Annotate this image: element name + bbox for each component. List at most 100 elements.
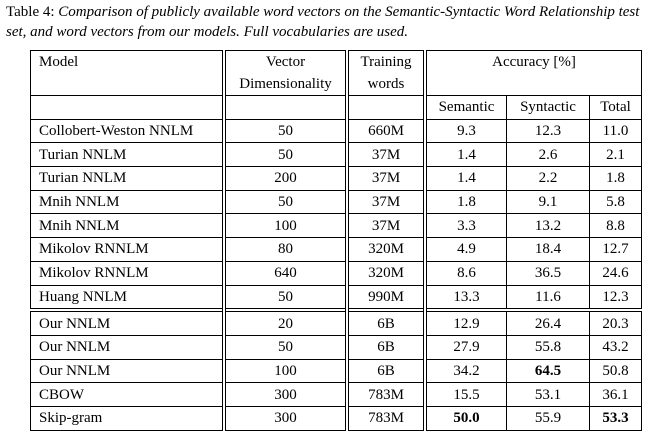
empty-cell [223, 95, 349, 120]
data-row: Mnih NNLM 100 37M 3.3 13.2 8.8 [30, 213, 642, 239]
value-cell: 100 [223, 358, 349, 384]
value-cell: 783M [346, 405, 427, 431]
value-cell: 53.3 [589, 405, 642, 431]
model-cell: Skip-gram [30, 405, 226, 431]
model-cell: Our NNLM [30, 358, 226, 384]
value-cell: 15.5 [424, 382, 507, 407]
data-row: Turian NNLM 200 37M 1.4 2.2 1.8 [30, 166, 642, 191]
model-cell: Our NNLM [30, 308, 226, 336]
value-cell: 8.8 [589, 213, 642, 239]
value-cell: 13.2 [506, 213, 590, 239]
value-cell: 50 [223, 334, 349, 360]
header-line: Dimensionality [239, 76, 332, 92]
value-cell: 9.1 [506, 189, 590, 215]
value-cell: 12.3 [589, 284, 642, 311]
value-cell: 55.9 [506, 405, 590, 431]
value-cell: 11.0 [589, 118, 642, 144]
model-cell: Collobert-Weston NNLM [30, 118, 226, 144]
value-cell: 55.8 [506, 334, 590, 360]
empty-cell [30, 95, 226, 120]
value-cell: 18.4 [506, 237, 590, 262]
model-cell: Turian NNLM [30, 166, 226, 191]
value-cell: 36.5 [506, 260, 590, 286]
value-cell: 50 [223, 142, 349, 168]
value-cell: 80 [223, 237, 349, 262]
value-cell: 2.1 [589, 142, 642, 168]
value-cell: 50 [223, 284, 349, 311]
value-cell: 783M [346, 382, 427, 407]
value-cell: 6B [346, 334, 427, 360]
value-cell: 26.4 [506, 308, 590, 336]
value-cell: 43.2 [589, 334, 642, 360]
value-cell: 24.6 [589, 260, 642, 286]
value-cell: 9.3 [424, 118, 507, 144]
header-line: Training [360, 54, 412, 70]
value-cell: 37M [346, 166, 427, 191]
model-cell: Huang NNLM [30, 284, 226, 311]
model-cell: Mnih NNLM [30, 213, 226, 239]
data-row: Mikolov RNNLM 640 320M 8.6 36.5 24.6 [30, 260, 642, 286]
value-cell: 12.7 [589, 237, 642, 262]
model-cell: Mnih NNLM [30, 189, 226, 215]
value-cell: 3.3 [424, 213, 507, 239]
header-cell: Vector Dimensionality [223, 50, 349, 96]
value-cell: 34.2 [424, 358, 507, 384]
value-cell: 4.9 [424, 237, 507, 262]
model-cell: Mikolov RNNLM [30, 237, 226, 262]
value-cell: 8.6 [424, 260, 507, 286]
value-cell: 13.3 [424, 284, 507, 311]
header-cell: Training words [346, 50, 427, 96]
value-cell: 1.4 [424, 142, 507, 168]
value-cell: 12.3 [506, 118, 590, 144]
value-cell: 27.9 [424, 334, 507, 360]
data-row: Our NNLM 20 6B 12.9 26.4 20.3 [30, 308, 642, 336]
subheader-cell: Syntactic [506, 95, 590, 120]
header-cell: Model [30, 50, 226, 96]
subheader-row: Semantic Syntactic Total [30, 95, 642, 120]
value-cell: 12.9 [424, 308, 507, 336]
caption-label: Table 4: [6, 4, 55, 20]
data-row: Collobert-Weston NNLM 50 660M 9.3 12.3 11.0 [30, 118, 642, 144]
value-cell: 50.0 [424, 405, 507, 431]
subheader-cell: Total [589, 95, 642, 120]
header-line: Vector [265, 54, 306, 70]
model-cell: Turian NNLM [30, 142, 226, 168]
empty-cell [346, 95, 427, 120]
model-cell: Our NNLM [30, 334, 226, 360]
value-cell: 640 [223, 260, 349, 286]
value-cell: 20.3 [589, 308, 642, 336]
caption: Table 4: Comparison of publicly availabl… [6, 2, 662, 42]
value-cell: 2.2 [506, 166, 590, 191]
value-cell: 37M [346, 142, 427, 168]
value-cell: 37M [346, 189, 427, 215]
header-line: words [367, 76, 405, 92]
value-cell: 320M [346, 260, 427, 286]
value-cell: 6B [346, 308, 427, 336]
value-cell: 36.1 [589, 382, 642, 407]
value-cell: 11.6 [506, 284, 590, 311]
value-cell: 1.8 [589, 166, 642, 191]
header-cell: Accuracy [%] [424, 50, 642, 96]
data-row: CBOW 300 783M 15.5 53.1 36.1 [30, 382, 642, 407]
value-cell: 300 [223, 405, 349, 431]
value-cell: 50 [223, 118, 349, 144]
value-cell: 1.8 [424, 189, 507, 215]
data-row: Turian NNLM 50 37M 1.4 2.6 2.1 [30, 142, 642, 168]
value-cell: 50 [223, 189, 349, 215]
results-table: Model Vector Dimensionality Training words… [30, 50, 642, 431]
data-row: Our NNLM 100 6B 34.2 64.5 50.8 [30, 358, 642, 384]
value-cell: 990M [346, 284, 427, 311]
value-cell: 53.1 [506, 382, 590, 407]
model-cell: Mikolov RNNLM [30, 260, 226, 286]
value-cell: 300 [223, 382, 349, 407]
data-row: Huang NNLM 50 990M 13.3 11.6 12.3 [30, 284, 642, 311]
value-cell: 37M [346, 213, 427, 239]
model-cell: CBOW [30, 382, 226, 407]
value-cell: 1.4 [424, 166, 507, 191]
data-row: Mikolov RNNLM 80 320M 4.9 18.4 12.7 [30, 237, 642, 262]
value-cell: 50.8 [589, 358, 642, 384]
caption-text: Comparison of publicly available word ve… [6, 4, 640, 40]
data-row: Our NNLM 50 6B 27.9 55.8 43.2 [30, 334, 642, 360]
value-cell: 20 [223, 308, 349, 336]
